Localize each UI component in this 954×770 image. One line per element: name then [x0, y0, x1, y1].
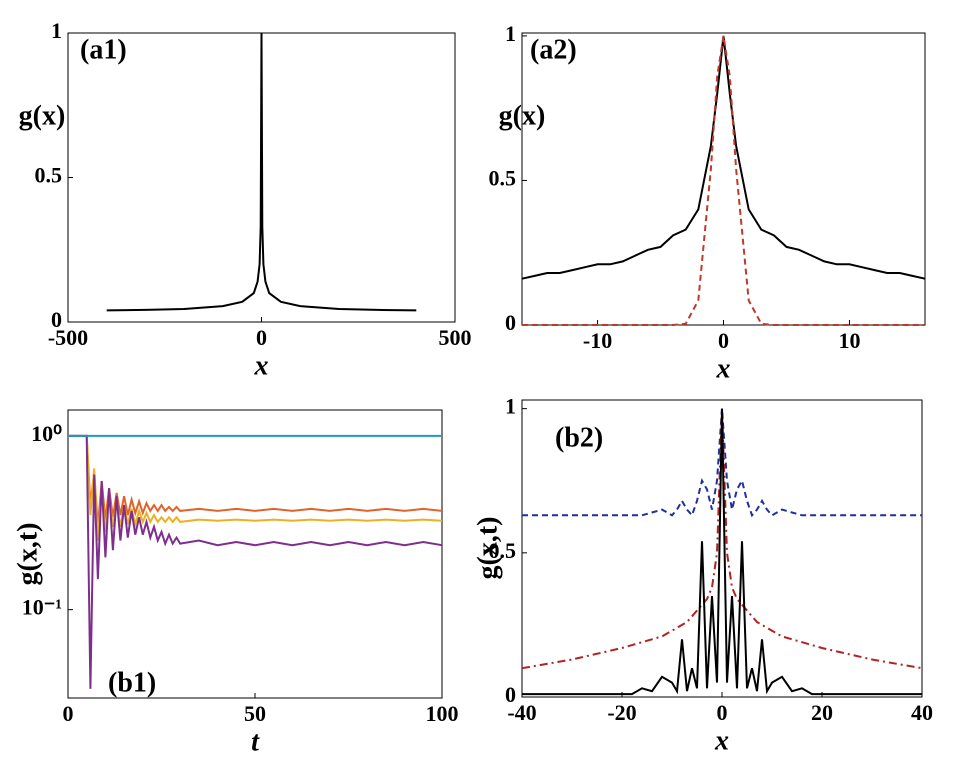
line-series	[522, 408, 922, 696]
x-tick-label: 500	[439, 325, 472, 350]
y-axis-label: g(x,t)	[472, 517, 503, 580]
line-series	[521, 408, 923, 670]
line-series	[522, 35, 925, 326]
axes-frame	[67, 409, 443, 699]
y-tick-label: 0	[505, 682, 516, 707]
y-axis-label: g(x)	[19, 100, 66, 131]
axes-frame	[521, 32, 926, 326]
x-tick-label: 50	[244, 701, 266, 726]
x-tick-label: 100	[426, 701, 459, 726]
y-tick-label: 1	[505, 21, 516, 46]
x-axis-label: x	[716, 353, 731, 384]
y-tick-label: 10⁰	[31, 421, 62, 446]
panel-label: (a1)	[80, 34, 127, 65]
y-tick-label: 0	[51, 307, 62, 332]
x-tick-label: 0	[717, 700, 728, 725]
x-axis-label: x	[254, 350, 269, 381]
line-series	[106, 32, 417, 312]
x-tick-label: 10	[838, 328, 860, 353]
y-tick-label: 1	[51, 18, 62, 43]
x-tick-label: 40	[911, 700, 933, 725]
x-tick-label: 0	[718, 328, 729, 353]
y-tick-label: 0.5	[489, 165, 517, 190]
y-tick-label: 1	[505, 394, 516, 419]
x-tick-label: -500	[48, 325, 88, 350]
x-axis-label: x	[714, 725, 729, 756]
panel-label: (b2)	[555, 422, 603, 453]
x-tick-label: -10	[583, 328, 612, 353]
x-tick-label: 0	[63, 701, 74, 726]
line-series	[68, 434, 443, 541]
line-series	[521, 35, 926, 280]
y-tick-label: 0.5	[35, 163, 63, 188]
panel-label: (a2)	[530, 34, 577, 65]
y-tick-label: 0	[505, 310, 516, 335]
x-tick-label: 0	[256, 325, 267, 350]
x-tick-label: -40	[507, 700, 536, 725]
y-axis-label: g(x,t)	[12, 523, 43, 586]
x-tick-label: -20	[607, 700, 636, 725]
x-axis-label: t	[251, 726, 260, 757]
x-tick-label: 20	[811, 700, 833, 725]
y-tick-label: 10⁻¹	[22, 595, 62, 620]
panel-label: (b1)	[108, 667, 156, 698]
y-tick-label: 0.5	[489, 538, 517, 563]
y-axis-label: g(x)	[499, 100, 546, 131]
line-series	[68, 434, 443, 689]
